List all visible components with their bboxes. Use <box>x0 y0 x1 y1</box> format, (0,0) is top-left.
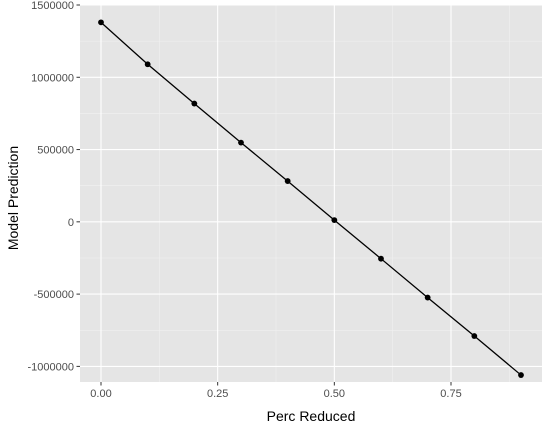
data-point <box>471 333 478 339</box>
data-point <box>378 255 384 262</box>
series-line <box>100 21 522 376</box>
x-axis-title: Perc Reduced <box>267 408 356 424</box>
data-point <box>284 178 291 184</box>
tick-labels: 0.00 0.25 0.50 0.75 -1000000 -500000 0 500000 10… <box>28 0 462 400</box>
data-point <box>518 372 524 378</box>
plot-panel <box>80 5 542 382</box>
x-tick-label: 0.50 <box>324 388 345 400</box>
data-point <box>331 217 338 223</box>
x-tick-label: 0.00 <box>90 388 111 400</box>
y-tick-label: 500000 <box>37 145 74 157</box>
series-layer <box>98 19 524 378</box>
data-point <box>238 139 244 146</box>
y-axis-title: Model Prediction <box>5 146 21 250</box>
y-tick-label: -500000 <box>34 289 74 301</box>
data-point <box>144 61 151 68</box>
y-tick-label: -1000000 <box>28 361 75 373</box>
y-tick-label: 1500000 <box>31 0 74 12</box>
grid-minor <box>80 5 542 382</box>
y-tick-label: 0 <box>68 217 74 229</box>
data-point <box>424 294 431 301</box>
x-tick-label: 0.25 <box>207 388 228 400</box>
data-point <box>98 19 104 26</box>
data-point <box>191 100 198 107</box>
grid-major <box>80 4 542 382</box>
y-tick-label: 1000000 <box>31 72 74 84</box>
x-tick-label: 0.75 <box>440 388 461 400</box>
axis-ticks <box>76 4 452 386</box>
